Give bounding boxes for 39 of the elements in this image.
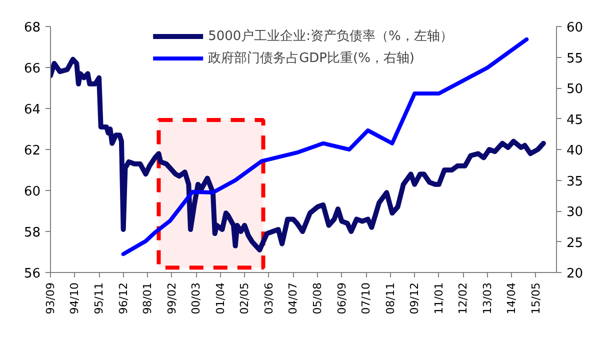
x-tick-label: 96/12	[116, 282, 130, 314]
x-tick-label: 15/05	[529, 282, 542, 314]
y2-tick-label: 45	[566, 112, 584, 128]
x-tick-label: 04/07	[286, 282, 300, 314]
y-tick-label: 62	[24, 144, 41, 158]
y2-tick-label: 20	[566, 266, 584, 282]
x-tick-label: 02/05	[238, 282, 252, 314]
x-tick-label: 13/03	[480, 282, 494, 314]
y-tick-label: 68	[24, 20, 41, 36]
x-tick-label: 99/02	[165, 282, 178, 314]
x-tick-label: 01/04	[214, 282, 227, 314]
x-tick-label: 05/08	[310, 282, 324, 314]
y-tick-label: 66	[24, 62, 41, 76]
x-tick-label: 12/02	[456, 282, 470, 314]
y-tick-label: 56	[24, 266, 41, 282]
legend-label: 5000户工业企业:资产负债率（%，左轴）	[208, 28, 453, 45]
y2-tick-label: 60	[566, 20, 584, 36]
y2-tick-label: 35	[566, 174, 584, 190]
x-tick-label: 09/12	[408, 282, 422, 314]
y2-tick-label: 50	[566, 82, 584, 97]
legend-label: 政府部门债务占GDP比重(%，右轴)	[208, 50, 415, 67]
x-tick-label: 08/11	[384, 282, 397, 314]
x-tick-label: 06/09	[335, 282, 348, 314]
x-tick-label: 07/10	[360, 282, 373, 314]
x-tick-label: 11/01	[432, 282, 446, 314]
x-tick-label: 00/03	[190, 282, 203, 314]
y2-tick-label: 25	[566, 236, 584, 251]
x-tick-label: 98/01	[141, 282, 154, 314]
x-tick-label: 03/06	[262, 282, 276, 314]
x-tick-label: 95/11	[92, 282, 106, 314]
x-tick-label: 14/04	[505, 282, 518, 314]
y-tick-label: 60	[24, 184, 41, 200]
x-tick-label: 93/09	[44, 282, 57, 314]
y2-tick-label: 55	[566, 51, 584, 66]
y2-tick-label: 30	[566, 205, 584, 220]
y-tick-label: 64	[24, 102, 41, 118]
x-tick-label: 94/10	[68, 282, 82, 314]
y2-tick-label: 40	[566, 144, 584, 158]
y-tick-label: 58	[24, 226, 41, 240]
